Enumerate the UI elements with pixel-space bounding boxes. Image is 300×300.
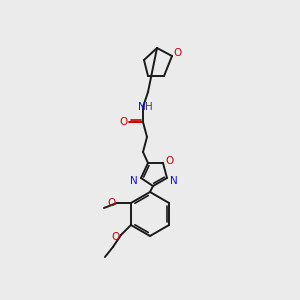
Text: O: O [119,117,127,127]
Text: O: O [165,156,173,166]
Text: O: O [173,48,181,58]
Text: O: O [112,232,120,242]
Text: N: N [170,176,178,186]
Text: N: N [138,102,146,112]
Text: N: N [130,176,138,186]
Text: O: O [108,198,116,208]
Text: H: H [145,102,153,112]
